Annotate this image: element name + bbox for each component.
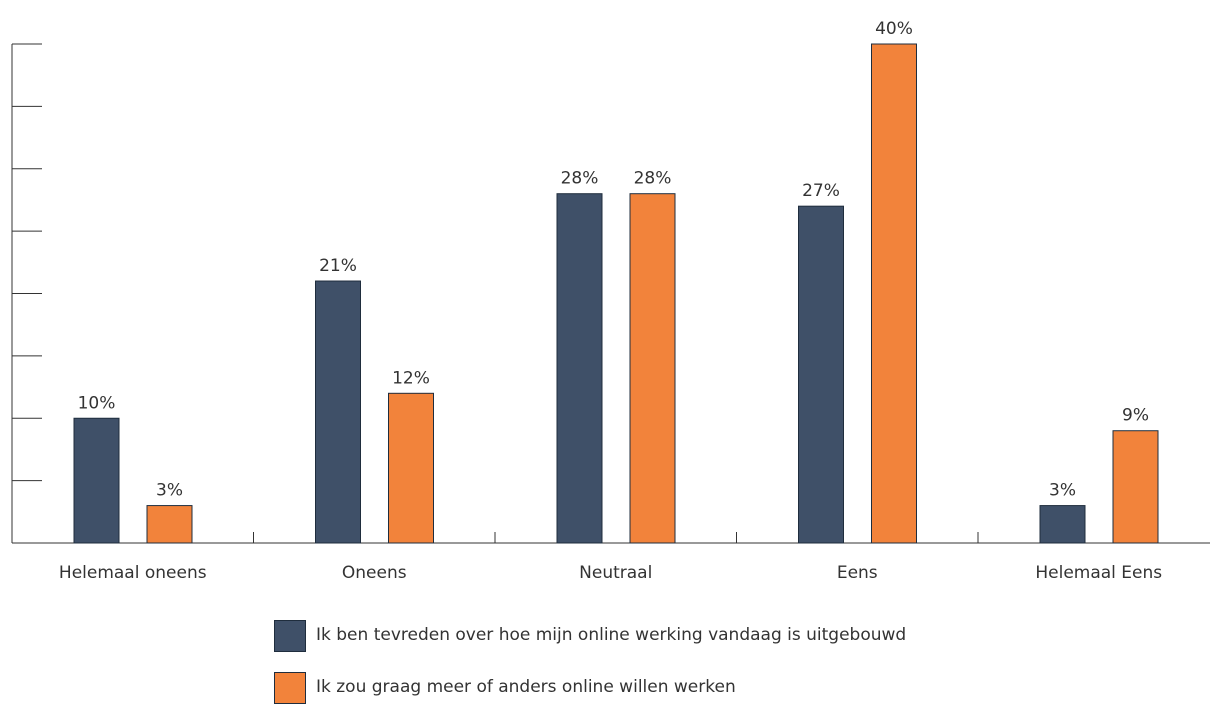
bar-series-1 bbox=[73, 417, 120, 544]
data-label-series-2: 9% bbox=[1122, 406, 1149, 426]
data-label-series-2: 40% bbox=[875, 19, 913, 39]
x-tick-label: Helemaal oneens bbox=[59, 563, 207, 583]
bar-series-2 bbox=[388, 392, 434, 544]
data-label-series-1: 10% bbox=[78, 393, 116, 413]
bar-chart: Helemaal oneens Oneens Neutraal Eens Helemaa… bbox=[11, 19, 1210, 583]
data-label-series-2: 28% bbox=[634, 169, 672, 189]
bar-series-1 bbox=[798, 205, 844, 544]
x-tick-label: Oneens bbox=[342, 563, 407, 583]
data-label-series-1: 3% bbox=[1049, 481, 1076, 501]
data-label-series-1: 28% bbox=[561, 169, 599, 189]
legend-label-series-1: Ik ben tevreden over hoe mijn online wer… bbox=[316, 625, 907, 645]
bar-series-1 bbox=[1039, 505, 1086, 544]
data-label-series-2: 12% bbox=[392, 368, 430, 388]
legend-label-series-2: Ik zou graag meer of anders online wille… bbox=[316, 677, 736, 697]
bar-series-2 bbox=[1112, 430, 1159, 544]
data-label-series-1: 21% bbox=[319, 256, 357, 276]
bar-series-2 bbox=[146, 505, 193, 544]
bar-series-1 bbox=[315, 280, 361, 544]
legend-swatch-series-1 bbox=[274, 620, 306, 652]
legend-swatch-series-2 bbox=[274, 672, 306, 704]
data-label-series-1: 27% bbox=[802, 181, 840, 201]
data-label-series-2: 3% bbox=[156, 481, 183, 501]
x-tick-label: Neutraal bbox=[579, 563, 652, 583]
bar-series-1 bbox=[556, 193, 603, 544]
bar-series-2 bbox=[629, 193, 676, 544]
x-tick-label: Helemaal Eens bbox=[1035, 563, 1162, 583]
x-tick-label: Eens bbox=[837, 563, 878, 583]
bar-series-2 bbox=[871, 43, 917, 544]
